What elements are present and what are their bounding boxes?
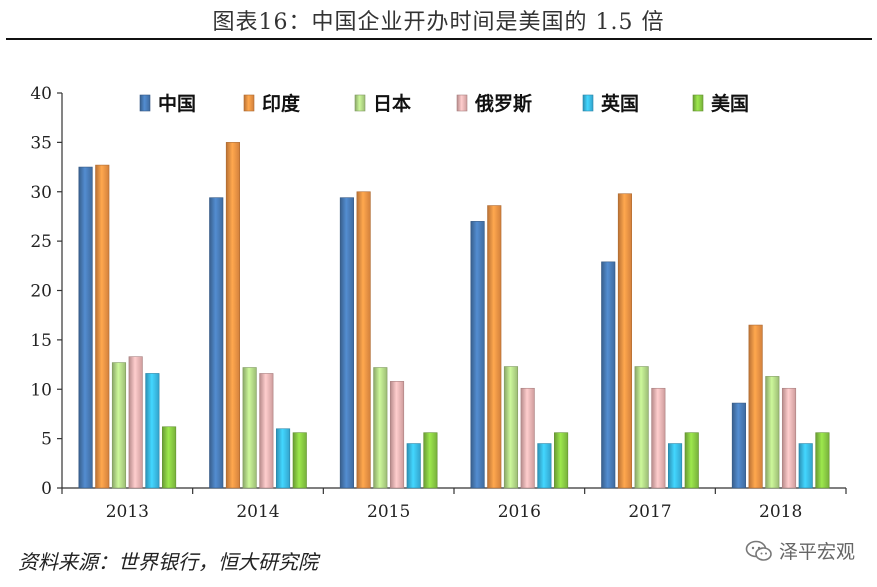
bar-中国-2015: [339, 197, 354, 489]
bar-英国-2015: [406, 443, 421, 489]
bar-美国-2017: [684, 432, 699, 489]
bar-英国-2018: [798, 443, 813, 489]
y-axis: 0 5 10 15 20 25 30 35 40: [30, 84, 63, 499]
legend-label: 日本: [373, 92, 411, 115]
bar-美国-2016: [554, 432, 569, 489]
y-tick-label: 25: [30, 232, 52, 252]
bar-美国-2013: [162, 426, 177, 489]
title-divider: [6, 38, 872, 40]
y-tick-label: 20: [30, 282, 52, 302]
bar-中国-2013: [78, 166, 93, 489]
bar-日本-2016: [503, 366, 519, 489]
y-tick-label: 5: [41, 430, 52, 450]
legend-swatch: [582, 94, 594, 112]
bar-印度-2018: [748, 324, 763, 489]
bar-俄罗斯-2015: [389, 381, 405, 489]
watermark: 泽平宏观: [745, 537, 855, 564]
bar-印度-2013: [95, 164, 110, 489]
x-tick-label: 2016: [498, 502, 541, 522]
figure-title: 图表16：中国企业开办时间是美国的 1.5 倍: [212, 10, 665, 35]
legend-label: 俄罗斯: [474, 92, 532, 115]
bar-中国-2018: [731, 402, 746, 489]
legend-swatch: [243, 94, 255, 112]
bar-俄罗斯-2013: [128, 356, 143, 489]
bar-日本-2018: [765, 376, 780, 489]
legend-swatch: [354, 94, 366, 112]
x-tick-label: 2017: [628, 502, 671, 522]
y-tick-label: 15: [30, 331, 52, 351]
bar-美国-2014: [292, 432, 307, 489]
x-tick-label: 2013: [106, 502, 149, 522]
bar-印度-2017: [617, 193, 633, 489]
bar-日本-2015: [373, 367, 388, 489]
bar-俄罗斯-2014: [259, 373, 274, 489]
bar-英国-2014: [275, 428, 291, 489]
bar-中国-2017: [601, 261, 616, 489]
legend-swatch: [139, 94, 151, 112]
legend-label: 英国: [601, 92, 639, 115]
y-tick-label: 0: [41, 479, 52, 499]
y-tick-label: 30: [30, 183, 52, 203]
x-tick-label: 2015: [367, 502, 410, 522]
bar-英国-2016: [537, 443, 552, 489]
legend-label: 印度: [262, 92, 301, 115]
legend-swatch: [456, 94, 468, 112]
legend-label: 中国: [158, 92, 196, 115]
bar-中国-2016: [470, 221, 485, 489]
wechat-icon: [745, 540, 772, 561]
bar-印度-2015: [356, 191, 371, 489]
bar-俄罗斯-2018: [781, 387, 797, 489]
legend-swatch: [692, 94, 704, 112]
bar-美国-2015: [423, 432, 438, 489]
bars: [78, 142, 830, 489]
bar-俄罗斯-2017: [651, 387, 666, 489]
bar-印度-2016: [487, 205, 502, 489]
bar-中国-2014: [209, 197, 224, 489]
bar-日本-2014: [242, 367, 257, 489]
x-tick-label: 2018: [759, 502, 802, 522]
bar-俄罗斯-2016: [520, 387, 535, 489]
source-note: 资料来源：世界银行，恒大研究院: [18, 550, 318, 574]
x-tick-label: 2014: [236, 502, 279, 522]
x-axis: 2013 2014 2015 2016 2017 2018: [61, 487, 847, 522]
bar-美国-2018: [815, 432, 830, 489]
watermark-text: 泽平宏观: [778, 541, 855, 563]
legend-label: 美国: [711, 92, 749, 115]
bar-印度-2014: [225, 142, 240, 489]
y-tick-label: 10: [30, 380, 52, 400]
bar-英国-2017: [667, 443, 683, 489]
bar-日本-2017: [634, 366, 649, 489]
bar-日本-2013: [111, 362, 127, 489]
bar-英国-2013: [145, 373, 160, 489]
y-tick-label: 40: [30, 84, 52, 104]
legend: 中国 印度 日本 俄罗斯 英国 美国: [139, 92, 749, 115]
y-tick-label: 35: [30, 133, 52, 153]
